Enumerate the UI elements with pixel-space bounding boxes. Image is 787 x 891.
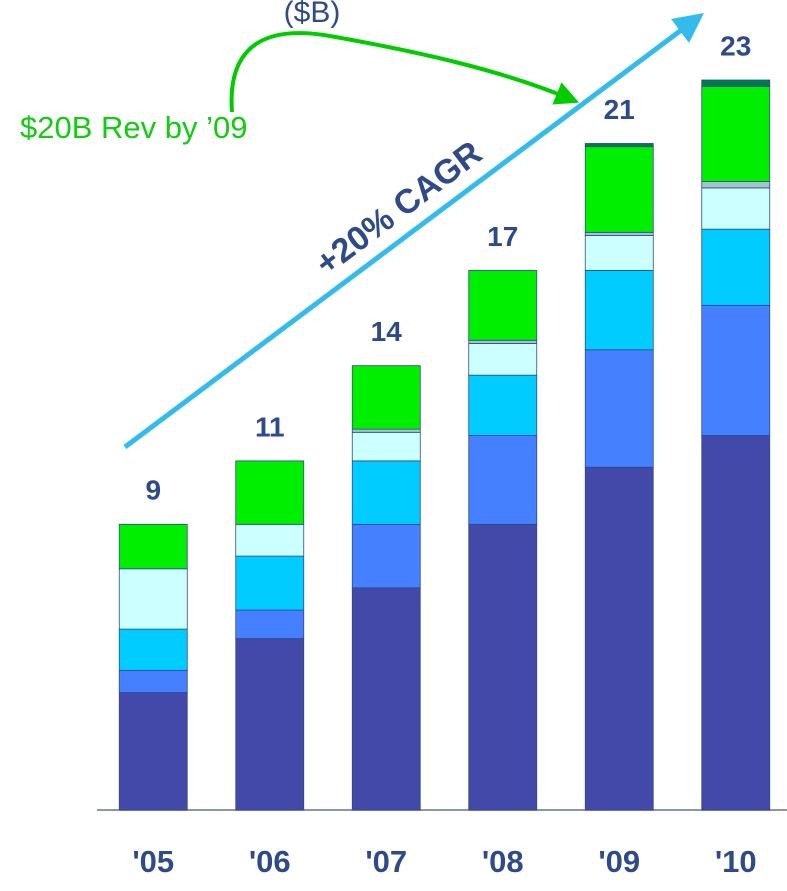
bar-segment xyxy=(118,628,188,671)
bar-segment xyxy=(468,339,538,344)
bar-segment xyxy=(235,638,305,811)
total-label: 11 xyxy=(255,411,285,442)
bar-segment xyxy=(468,270,538,341)
total-label: 14 xyxy=(371,316,403,347)
bar-segment xyxy=(235,460,305,525)
total-label: 21 xyxy=(604,94,635,125)
bar-segment xyxy=(351,365,421,430)
bar-segment xyxy=(584,349,654,468)
bar-segment xyxy=(584,466,654,811)
bar-segment xyxy=(351,523,421,589)
total-label: 17 xyxy=(487,221,518,252)
bar-segment xyxy=(118,568,188,630)
bar-segment xyxy=(468,374,538,436)
bar-segment xyxy=(118,523,188,570)
bar-segment xyxy=(235,609,305,640)
total-label: 9 xyxy=(145,475,161,506)
bar-segment xyxy=(351,431,421,462)
x-tick-label: '09 xyxy=(598,844,640,879)
x-tick-label: '05 xyxy=(132,844,174,879)
bar-segment xyxy=(351,428,421,433)
bar-segment xyxy=(468,523,538,811)
x-tick-label: '07 xyxy=(365,844,407,879)
callout-text: $20B Rev by ’09 xyxy=(20,110,247,145)
x-tick-label: '06 xyxy=(249,844,291,879)
cagr-label: +20% CAGR xyxy=(308,134,489,283)
callout-arrow xyxy=(229,31,580,113)
bar-segment xyxy=(701,435,771,811)
bar-segment xyxy=(701,181,771,189)
bar-segment xyxy=(468,343,538,376)
x-tick-label: '08 xyxy=(482,844,524,879)
bar-segment xyxy=(584,146,654,233)
bar-segment xyxy=(584,231,654,236)
bar-segment xyxy=(235,523,305,557)
bar-segment xyxy=(701,85,771,182)
total-label: 23 xyxy=(720,30,751,61)
bar-segment xyxy=(584,235,654,271)
bar-segment xyxy=(701,228,771,306)
growth-arrow xyxy=(123,13,705,450)
bar-segment xyxy=(584,143,654,148)
subtitle: ($B) xyxy=(284,0,341,29)
bar-segment xyxy=(118,692,188,811)
x-tick-label: '10 xyxy=(715,844,757,879)
bar-segment xyxy=(118,669,188,693)
bar-segment xyxy=(701,304,771,436)
bar-segment xyxy=(235,555,305,611)
bar-segment xyxy=(701,187,771,230)
bar-segment xyxy=(584,270,654,351)
bar-segment xyxy=(468,435,538,525)
bar-segment xyxy=(701,79,771,87)
bar-segment xyxy=(351,460,421,525)
bar-segment xyxy=(351,587,421,811)
